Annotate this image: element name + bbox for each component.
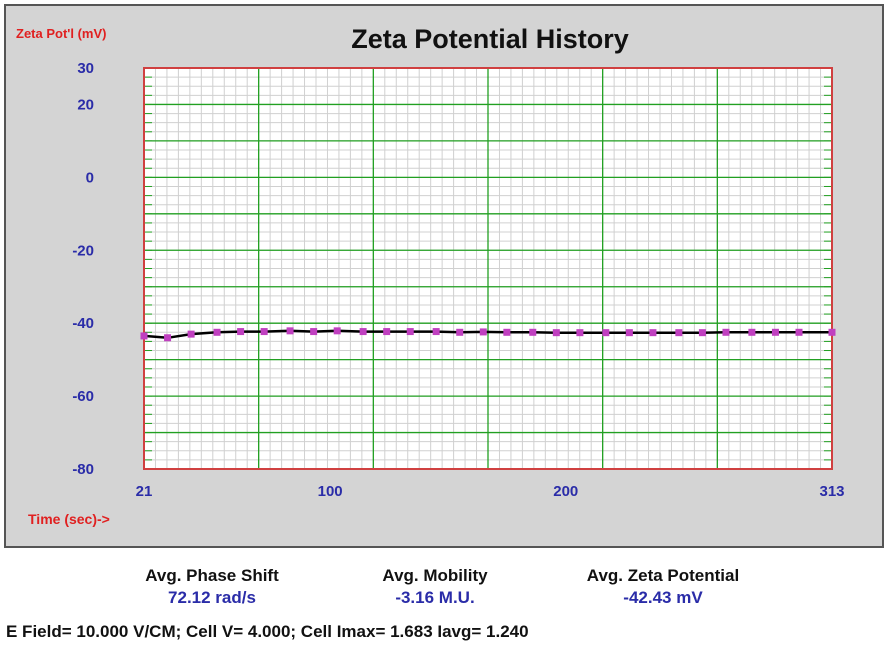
x-tick-label: 200 (553, 483, 578, 500)
data-point (237, 328, 245, 336)
data-point (529, 328, 537, 336)
x-tick-label: 313 (819, 483, 844, 500)
data-point (140, 332, 148, 340)
data-point (795, 328, 803, 336)
avg-zeta-potential: Avg. Zeta Potential -42.43 mV (543, 566, 783, 608)
data-point (748, 328, 756, 336)
chart-title: Zeta Potential History (351, 24, 629, 54)
data-point (602, 329, 610, 337)
data-point (649, 329, 657, 337)
avg-zeta-potential-value: -42.43 mV (623, 588, 703, 607)
chart-panel: 30 20 0 -20 -40 -60 -80 21 100 200 313 Zeta Potenti… (4, 4, 884, 548)
y-tick-label: -40 (72, 315, 94, 332)
data-point (479, 328, 487, 336)
avg-zeta-potential-label: Avg. Zeta Potential (586, 566, 740, 585)
avg-phase-shift: Avg. Phase Shift 72.12 rad/s (92, 566, 332, 608)
avg-mobility-value: -3.16 M.U. (395, 588, 475, 607)
data-point (359, 328, 367, 336)
plot-border (143, 67, 833, 470)
avg-phase-shift-value: 72.12 rad/s (168, 588, 256, 607)
data-point (576, 329, 584, 337)
data-point (698, 329, 706, 337)
y-tick-label: -80 (72, 461, 94, 478)
data-point (828, 328, 836, 336)
stats-row: Avg. Phase Shift 72.12 rad/s Avg. Mobili… (0, 566, 893, 616)
avg-mobility: Avg. Mobility -3.16 M.U. (315, 566, 555, 608)
data-point (675, 329, 683, 337)
data-point (552, 329, 560, 337)
avg-phase-shift-label: Avg. Phase Shift (145, 566, 279, 585)
y-tick-label: 0 (86, 169, 94, 186)
y-tick-label: -60 (72, 388, 94, 405)
data-point (310, 328, 318, 336)
y-tick-label: -20 (72, 242, 94, 259)
data-point (333, 327, 341, 335)
data-point (286, 327, 294, 335)
avg-mobility-label: Avg. Mobility (382, 566, 488, 585)
data-point (260, 328, 268, 336)
data-point (383, 328, 391, 336)
data-point (771, 328, 779, 336)
x-tick-label: 100 (318, 483, 343, 500)
data-point (432, 328, 440, 336)
data-point (164, 334, 172, 342)
data-point (213, 328, 221, 336)
data-point (722, 328, 730, 336)
y-axis-label: Zeta Pot'l (mV) (16, 26, 107, 41)
y-tick-label: 30 (77, 60, 94, 77)
footer-readout: E Field= 10.000 V/CM; Cell V= 4.000; Cel… (6, 622, 529, 641)
x-tick-label: 21 (136, 483, 153, 500)
data-point (187, 330, 195, 338)
data-point (503, 328, 511, 336)
data-point (456, 328, 464, 336)
y-tick-label: 20 (77, 96, 94, 113)
data-point (406, 328, 414, 336)
x-axis-label: Time (sec)-> (28, 511, 110, 527)
data-point (625, 329, 633, 337)
